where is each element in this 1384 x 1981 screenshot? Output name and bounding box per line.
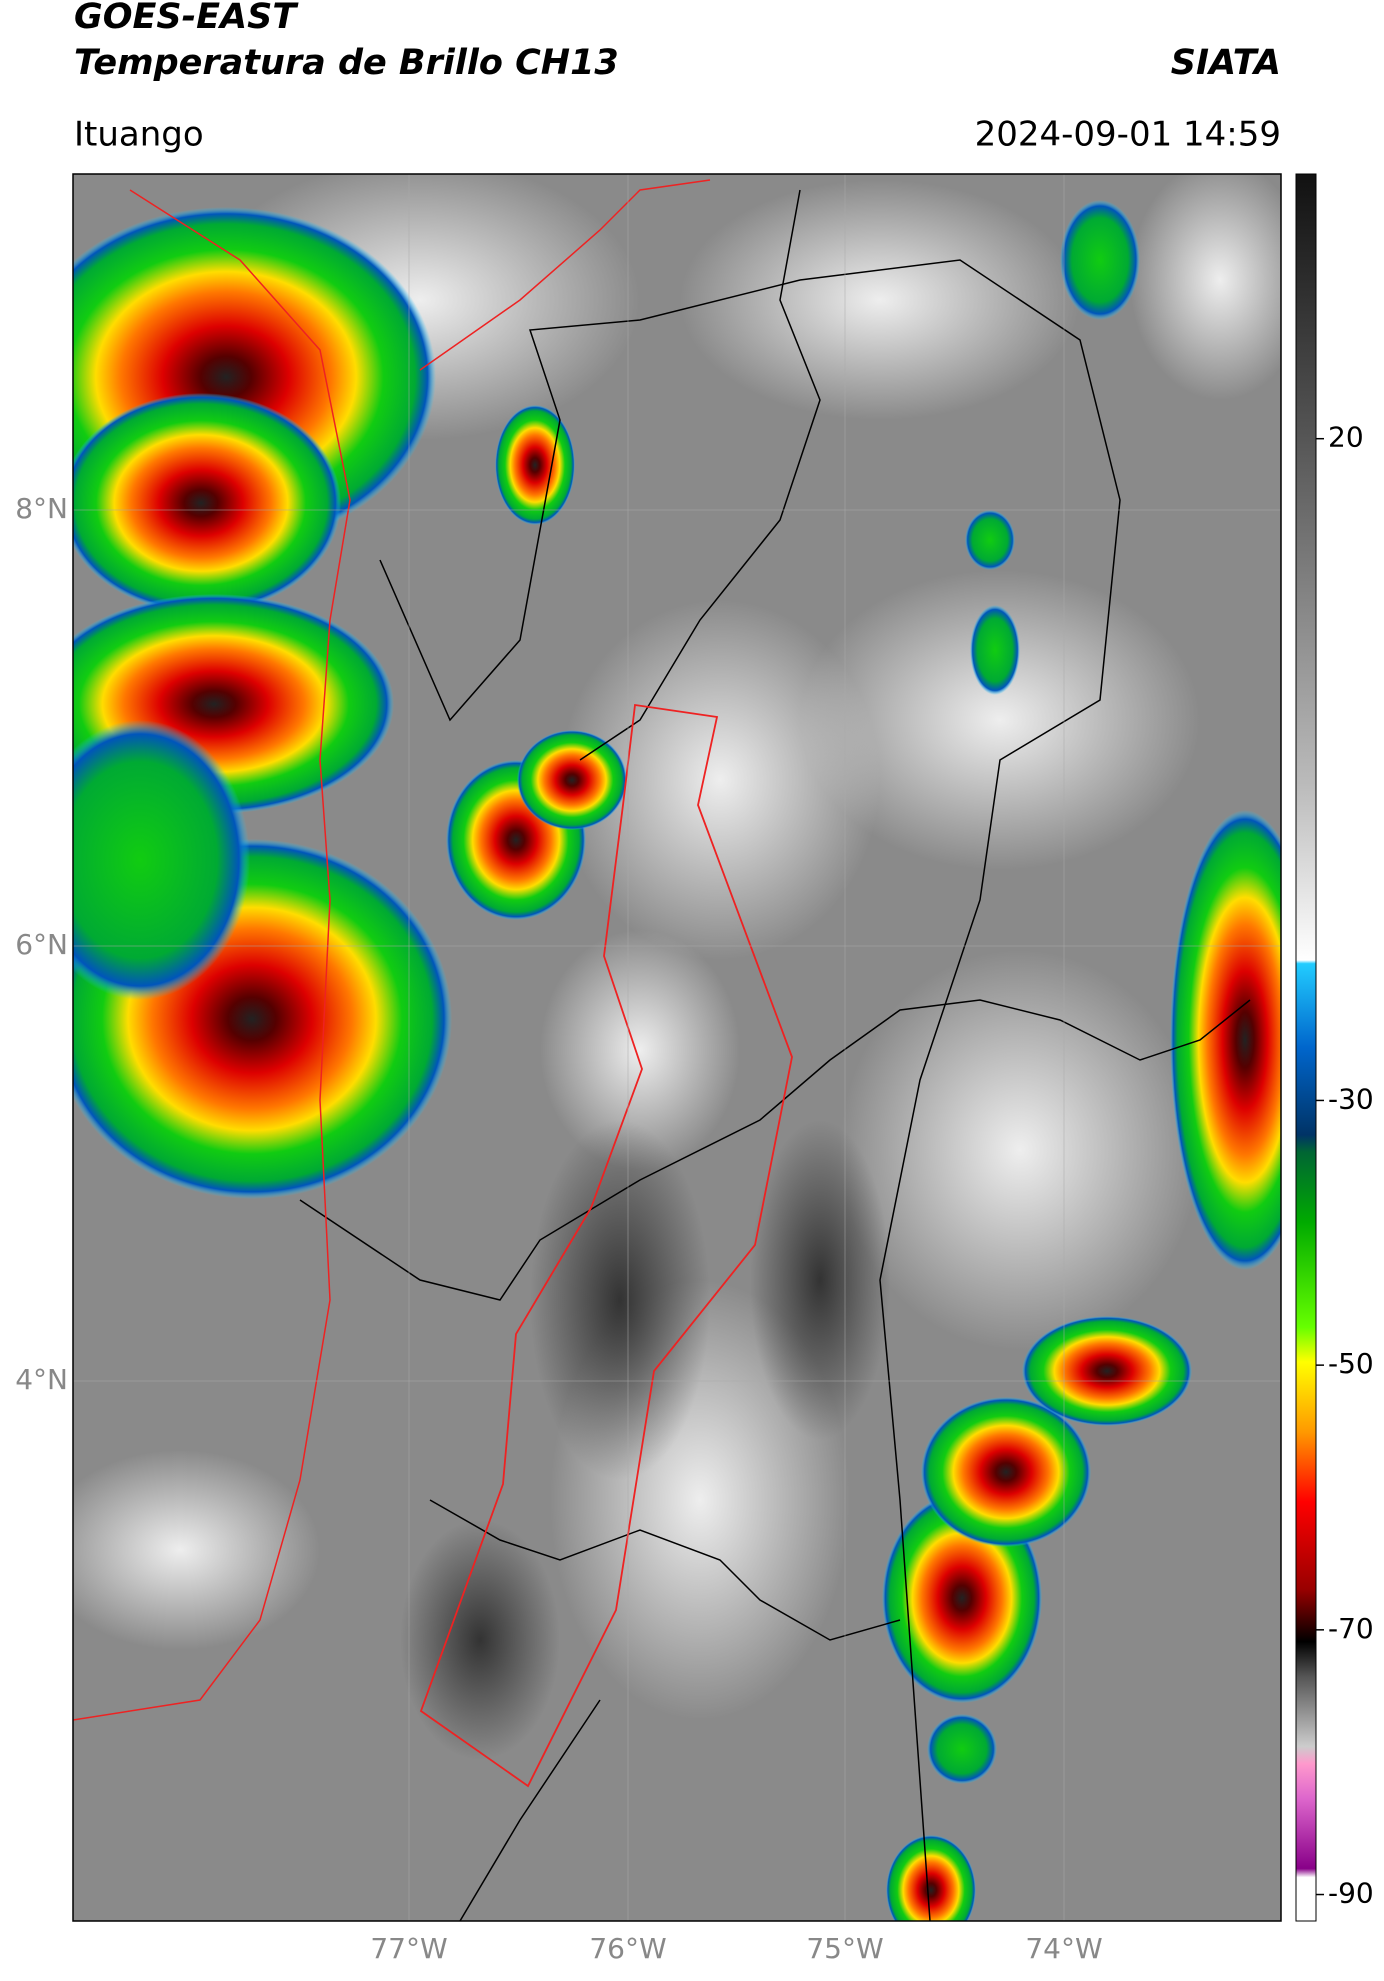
colorbar-tick-label: 20 [1328, 421, 1364, 454]
lon-label: 76°W [589, 1932, 666, 1965]
colorbar-tick-label: -30 [1328, 1082, 1374, 1115]
colorbar-tick-label: -50 [1328, 1347, 1374, 1380]
product-title: Temperatura de Brillo CH13 [74, 43, 619, 83]
lat-label: 6°N [15, 928, 68, 961]
agency: SIATA [1171, 43, 1281, 83]
satellite-image [73, 174, 1281, 1921]
lat-label: 4°N [15, 1363, 68, 1396]
colorbar-tick-label: -90 [1328, 1877, 1374, 1910]
lon-label: 75°W [806, 1932, 883, 1965]
map-frame [72, 173, 1282, 1922]
location: Ituango [74, 115, 204, 155]
lon-label: 77°W [370, 1932, 447, 1965]
graticule [73, 174, 1281, 1921]
datetime: 2024-09-01 14:59 [975, 115, 1281, 155]
colorbar [1295, 173, 1317, 1922]
lat-label: 8°N [15, 492, 68, 525]
satellite-title: GOES-EAST [74, 0, 299, 37]
lon-label: 74°W [1025, 1932, 1102, 1965]
colorbar-tick-label: -70 [1328, 1612, 1374, 1645]
